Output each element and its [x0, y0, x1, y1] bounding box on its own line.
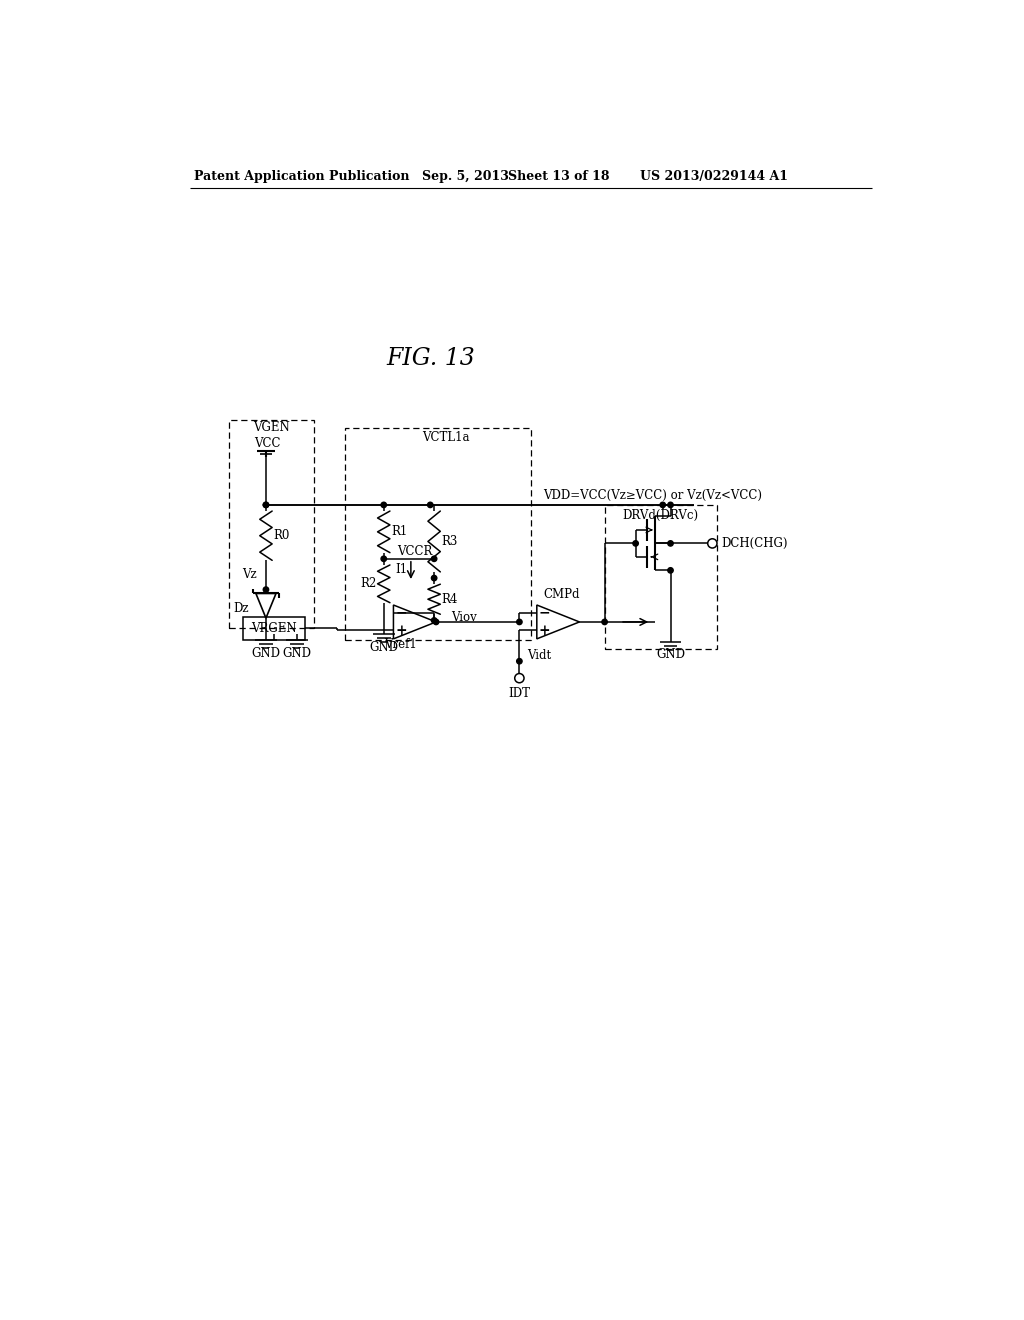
Text: DCH(CHG): DCH(CHG) — [721, 537, 787, 550]
Text: DRVd(DRVc): DRVd(DRVc) — [623, 510, 698, 523]
Text: +: + — [539, 624, 550, 638]
Text: CMPd: CMPd — [544, 587, 581, 601]
Circle shape — [428, 502, 433, 508]
Text: VDD=VCC(Vz≥VCC) or Vz(Vz<VCC): VDD=VCC(Vz≥VCC) or Vz(Vz<VCC) — [543, 490, 762, 502]
Text: VCTL1a: VCTL1a — [422, 430, 469, 444]
Text: Patent Application Publication: Patent Application Publication — [194, 170, 410, 183]
Text: R4: R4 — [441, 593, 458, 606]
Circle shape — [431, 618, 437, 623]
Text: IDT: IDT — [508, 686, 530, 700]
Bar — [243, 616, 305, 640]
Bar — [345, 428, 531, 640]
Text: GND: GND — [252, 647, 281, 660]
Bar — [228, 420, 314, 628]
Text: +: + — [395, 624, 407, 638]
Text: −: − — [539, 606, 550, 619]
Text: Vz: Vz — [242, 568, 257, 581]
Circle shape — [381, 556, 386, 561]
Text: Viov: Viov — [452, 611, 477, 624]
Text: R3: R3 — [441, 535, 458, 548]
Text: R1: R1 — [391, 525, 408, 539]
Circle shape — [668, 568, 673, 573]
Text: GND: GND — [370, 640, 398, 653]
Text: VRGEN: VRGEN — [251, 622, 297, 635]
Circle shape — [431, 576, 437, 581]
Text: GND: GND — [283, 647, 311, 660]
Text: R2: R2 — [360, 577, 377, 590]
Circle shape — [602, 619, 607, 624]
Text: Dz: Dz — [233, 602, 249, 615]
Circle shape — [517, 659, 522, 664]
Text: VGEN: VGEN — [253, 421, 290, 434]
Text: −: − — [395, 606, 407, 619]
Circle shape — [668, 502, 673, 508]
Circle shape — [381, 502, 386, 508]
Circle shape — [431, 556, 437, 561]
Text: Vref1: Vref1 — [384, 638, 417, 651]
Circle shape — [433, 619, 438, 624]
Text: I1: I1 — [395, 564, 407, 576]
Circle shape — [517, 619, 522, 624]
Text: FIG. 13: FIG. 13 — [386, 347, 475, 370]
Text: Vidt: Vidt — [527, 648, 551, 661]
Circle shape — [633, 541, 638, 546]
Text: VCCR: VCCR — [397, 545, 432, 557]
Text: Sheet 13 of 18: Sheet 13 of 18 — [508, 170, 609, 183]
Circle shape — [263, 587, 268, 593]
Text: R0: R0 — [273, 529, 290, 543]
Text: VCC: VCC — [254, 437, 281, 450]
Circle shape — [263, 502, 268, 508]
Circle shape — [668, 541, 673, 546]
Text: GND: GND — [656, 648, 685, 661]
Bar — [604, 506, 717, 649]
Circle shape — [263, 502, 268, 508]
Text: US 2013/0229144 A1: US 2013/0229144 A1 — [640, 170, 787, 183]
Text: Sep. 5, 2013: Sep. 5, 2013 — [423, 170, 509, 183]
Circle shape — [660, 502, 666, 508]
